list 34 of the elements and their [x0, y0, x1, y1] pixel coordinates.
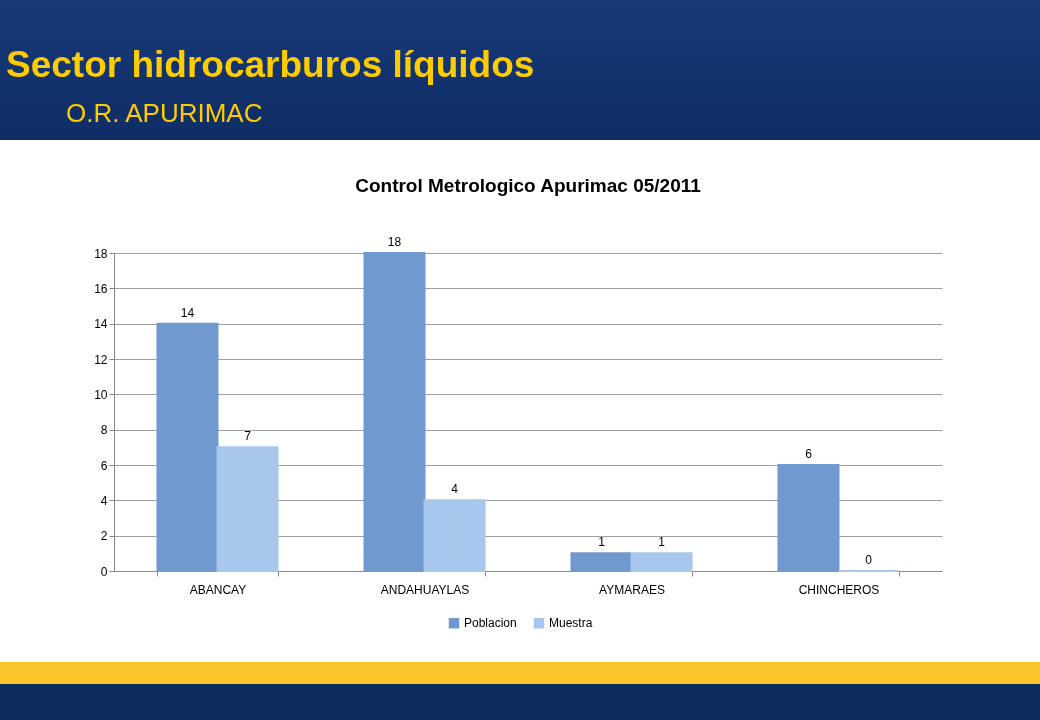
legend-label: Poblacion [464, 616, 517, 631]
y-tick-label: 8 [100, 423, 108, 438]
data-label: 18 [387, 235, 402, 249]
x-tick-label: ANDAHUAYLAS [380, 582, 470, 597]
data-label: 1 [598, 535, 606, 550]
bar [570, 552, 633, 572]
bar [630, 552, 693, 572]
bar [423, 499, 486, 572]
x-tick-label: ABANCAY [189, 582, 247, 597]
data-label: 14 [180, 305, 195, 320]
x-tick-label: AYMARAES [599, 582, 665, 597]
legend-label: Muestra [549, 616, 593, 631]
data-label: 6 [805, 447, 813, 461]
y-tick-label: 12 [94, 352, 108, 367]
y-tick-label: 10 [94, 387, 108, 402]
data-label: 4 [451, 482, 459, 497]
chart-subtitle: O.R. APURIMAC [66, 98, 263, 129]
text: Control Metrologico Apurimac 05/2011 [355, 175, 702, 196]
bar [216, 446, 279, 572]
y-tick-label: 2 [100, 529, 108, 544]
y-tick-label: 4 [100, 493, 108, 508]
y-tick-label: 16 [94, 281, 108, 296]
data-label: 7 [244, 429, 252, 444]
x-tick-label: CHINCHEROS [798, 582, 880, 597]
bar [156, 322, 219, 572]
bar [363, 252, 426, 572]
y-tick-label: 0 [100, 564, 108, 579]
y-tick-label: 6 [100, 458, 108, 473]
chart-title: Sector hidrocarburos líquidos [6, 44, 535, 86]
y-tick-label: 18 [94, 246, 108, 261]
bar [777, 464, 840, 572]
data-label: 1 [658, 535, 666, 550]
data-label: 0 [865, 553, 873, 567]
y-tick-label: 14 [94, 317, 108, 332]
